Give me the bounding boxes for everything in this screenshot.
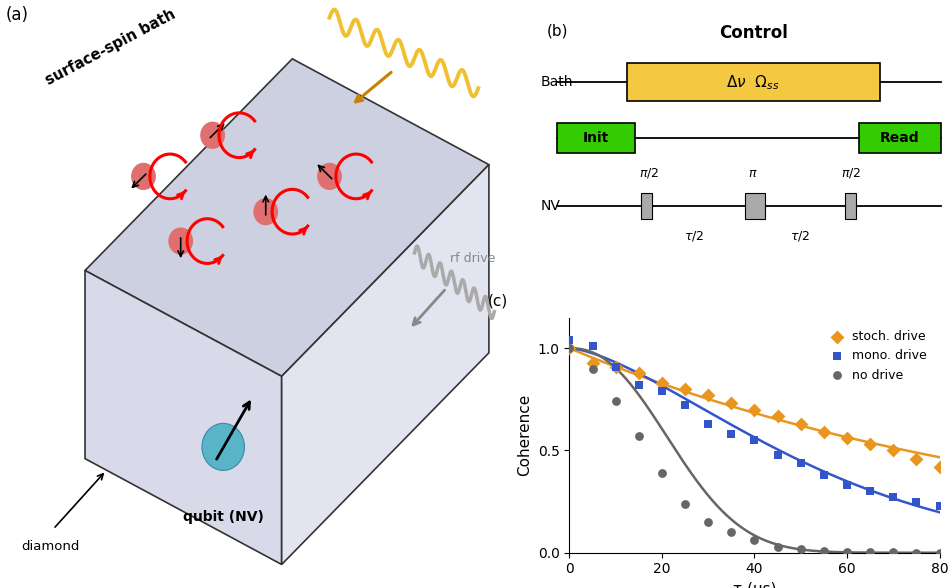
X-axis label: τ (μs): τ (μs): [733, 582, 776, 588]
Polygon shape: [85, 270, 282, 564]
mono. drive: [793, 458, 809, 467]
mono. drive: [724, 429, 739, 439]
mono. drive: [816, 470, 831, 480]
Text: rf drive: rf drive: [450, 252, 495, 265]
stoch. drive: [700, 390, 716, 400]
stoch. drive: [724, 399, 739, 408]
Bar: [557, 123, 635, 153]
Text: Read: Read: [881, 131, 920, 145]
mono. drive: [932, 501, 947, 510]
no drive: [585, 364, 600, 373]
Text: (a): (a): [6, 6, 28, 24]
stoch. drive: [678, 385, 693, 394]
no drive: [909, 548, 924, 557]
no drive: [700, 517, 716, 527]
stoch. drive: [909, 454, 924, 463]
Bar: [641, 193, 652, 219]
mono. drive: [909, 497, 924, 506]
mono. drive: [885, 493, 901, 502]
no drive: [608, 397, 623, 406]
Bar: [626, 64, 880, 102]
Polygon shape: [85, 59, 489, 376]
Circle shape: [202, 423, 245, 470]
no drive: [885, 547, 901, 557]
Circle shape: [318, 163, 342, 189]
stoch. drive: [863, 440, 878, 449]
mono. drive: [678, 401, 693, 410]
stoch. drive: [816, 427, 831, 437]
Text: $\pi/2$: $\pi/2$: [841, 166, 861, 181]
mono. drive: [655, 386, 670, 396]
Bar: [845, 193, 856, 219]
Text: (b): (b): [547, 24, 568, 39]
Text: $\pi/2$: $\pi/2$: [639, 166, 659, 181]
Text: $\tau/2$: $\tau/2$: [791, 229, 810, 243]
mono. drive: [631, 380, 646, 390]
mono. drive: [770, 450, 785, 459]
no drive: [678, 499, 693, 509]
Circle shape: [254, 199, 277, 225]
stoch. drive: [608, 362, 623, 371]
stoch. drive: [839, 433, 854, 443]
Text: (c): (c): [488, 293, 509, 308]
Text: qubit (NV): qubit (NV): [183, 510, 264, 524]
no drive: [747, 536, 762, 545]
mono. drive: [863, 487, 878, 496]
Circle shape: [132, 163, 156, 189]
Text: $\tau/2$: $\tau/2$: [684, 229, 704, 243]
no drive: [770, 542, 785, 552]
Text: Init: Init: [583, 131, 609, 145]
stoch. drive: [770, 411, 785, 420]
mono. drive: [747, 436, 762, 445]
Text: diamond: diamond: [21, 540, 80, 553]
no drive: [724, 527, 739, 537]
stoch. drive: [885, 446, 901, 455]
no drive: [655, 468, 670, 477]
Circle shape: [169, 228, 193, 254]
mono. drive: [700, 419, 716, 429]
no drive: [562, 343, 577, 353]
no drive: [793, 544, 809, 553]
mono. drive: [562, 335, 577, 345]
no drive: [863, 547, 878, 557]
stoch. drive: [793, 419, 809, 429]
no drive: [839, 547, 854, 556]
no drive: [932, 548, 947, 557]
Text: $\pi$: $\pi$: [748, 167, 758, 180]
mono. drive: [585, 342, 600, 351]
Text: Bath: Bath: [541, 75, 573, 89]
mono. drive: [608, 362, 623, 371]
Legend: stoch. drive, mono. drive, no drive: stoch. drive, mono. drive, no drive: [821, 324, 933, 387]
no drive: [631, 432, 646, 441]
stoch. drive: [631, 368, 646, 377]
Bar: [745, 193, 765, 219]
Text: $\Delta\nu$  $\Omega_{ss}$: $\Delta\nu$ $\Omega_{ss}$: [727, 73, 780, 92]
no drive: [816, 546, 831, 556]
Text: Control: Control: [718, 24, 788, 42]
Polygon shape: [282, 165, 489, 564]
stoch. drive: [747, 405, 762, 415]
mono. drive: [839, 480, 854, 490]
Y-axis label: Coherence: Coherence: [517, 394, 532, 476]
Text: NV: NV: [541, 199, 561, 213]
stoch. drive: [562, 343, 577, 353]
Circle shape: [201, 122, 224, 148]
Bar: [859, 123, 940, 153]
stoch. drive: [585, 358, 600, 368]
Text: surface-spin bath: surface-spin bath: [43, 6, 177, 88]
stoch. drive: [932, 462, 947, 472]
stoch. drive: [655, 378, 670, 387]
